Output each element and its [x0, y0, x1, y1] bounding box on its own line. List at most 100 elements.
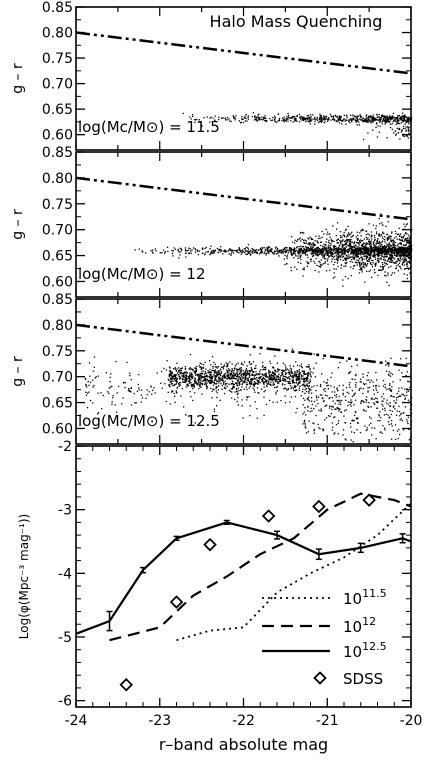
scatter-point — [391, 254, 394, 256]
scatter-point — [237, 396, 239, 399]
scatter-point — [251, 116, 254, 118]
scatter-point — [354, 261, 356, 263]
scatter-point — [301, 250, 304, 252]
scatter-point — [191, 376, 193, 378]
scatter-point — [369, 256, 371, 258]
scatter-point — [206, 376, 208, 378]
scatter-point — [308, 244, 311, 246]
scatter-point — [223, 250, 225, 252]
scatter-point — [406, 118, 408, 120]
scatter-point — [338, 117, 341, 119]
scatter-point — [364, 264, 367, 266]
scatter-point — [271, 251, 273, 253]
scatter-point — [385, 250, 387, 252]
scatter-point — [315, 414, 317, 417]
scatter-point — [267, 381, 269, 383]
scatter-point — [141, 389, 143, 391]
scatter-point — [321, 117, 323, 119]
scatter-point — [319, 117, 321, 119]
scatter-point — [408, 247, 410, 249]
scatter-point — [361, 251, 363, 253]
scatter-point — [194, 382, 196, 384]
scatter-point — [383, 256, 385, 258]
scatter-point — [391, 373, 394, 376]
scatter-point — [384, 429, 386, 431]
scatter-point — [140, 394, 142, 396]
scatter-point — [383, 250, 385, 253]
scatter-point — [329, 236, 331, 238]
scatter-point — [194, 377, 196, 379]
scatter-point — [320, 253, 322, 255]
scatter-point — [116, 392, 118, 394]
scatter-point — [327, 120, 329, 122]
scatter-point — [296, 240, 298, 242]
scatter-point — [253, 374, 255, 376]
scatter-point — [189, 353, 192, 356]
scatter-point — [221, 378, 224, 380]
scatter-point — [294, 120, 296, 122]
scatter-point — [371, 249, 374, 251]
scatter-point — [237, 378, 239, 380]
scatter-point — [342, 255, 344, 257]
scatter-point — [383, 118, 385, 120]
scatter-point — [370, 250, 372, 252]
scatter-point — [373, 117, 375, 119]
scatter-point — [274, 372, 276, 375]
scatter-point — [349, 118, 351, 120]
scatter-point — [220, 374, 222, 377]
scatter-point — [247, 118, 249, 120]
scatter-point — [405, 130, 407, 132]
scatter-point — [385, 225, 387, 227]
scatter-point — [299, 256, 302, 258]
scatter-point — [239, 372, 241, 374]
scatter-point — [313, 353, 315, 355]
scatter-point — [249, 381, 251, 383]
scatter-point — [265, 368, 267, 370]
scatter-point — [209, 117, 211, 119]
scatter-point — [304, 239, 306, 241]
scatter-point — [255, 367, 257, 369]
scatter-point — [246, 250, 248, 252]
scatter-point — [292, 380, 294, 383]
scatter-point — [188, 380, 190, 383]
scatter-point — [383, 257, 385, 259]
scatter-point — [241, 379, 243, 381]
scatter-point — [390, 389, 393, 391]
scatter-point — [342, 285, 344, 287]
scatter-point — [359, 232, 361, 234]
scatter-point — [171, 371, 173, 373]
scatter-point — [399, 258, 401, 260]
scatter-point — [92, 386, 94, 388]
scatter-point — [386, 263, 388, 265]
scatter-point — [237, 392, 239, 394]
scatter-point — [368, 424, 370, 426]
scatter-point — [216, 373, 218, 375]
scatter-point — [376, 240, 378, 242]
scatter-point — [302, 404, 304, 406]
scatter-point — [243, 380, 245, 382]
scatter-point — [217, 370, 219, 372]
scatter-point — [390, 420, 393, 422]
scatter-point — [324, 248, 327, 250]
scatter-point — [94, 377, 96, 379]
scatter-point — [333, 246, 335, 248]
scatter-point — [370, 417, 372, 420]
scatter-point — [311, 392, 313, 394]
scatter-point — [214, 366, 216, 368]
scatter-point — [313, 385, 315, 387]
scatter-point — [306, 366, 309, 368]
scatter-point — [393, 246, 395, 248]
scatter-point — [259, 369, 262, 371]
scatter-point — [350, 118, 352, 120]
scatter-point — [305, 427, 307, 429]
scatter-point — [367, 252, 369, 254]
scatter-point — [357, 119, 359, 121]
scatter-point — [345, 422, 347, 424]
scatter-point — [374, 236, 376, 239]
scatter-point — [320, 244, 322, 247]
scatter-point — [264, 373, 266, 375]
scatter-point — [308, 119, 310, 121]
scatter-point — [372, 262, 374, 264]
scatter-point — [327, 253, 329, 255]
scatter-point — [257, 382, 260, 384]
